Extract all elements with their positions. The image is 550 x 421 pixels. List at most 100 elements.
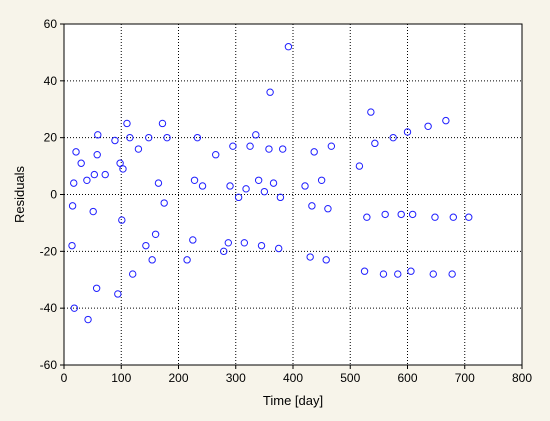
data-point xyxy=(252,131,260,139)
data-point xyxy=(381,210,389,219)
data-point xyxy=(224,239,233,247)
data-point xyxy=(68,202,77,210)
data-point xyxy=(70,179,78,187)
data-point xyxy=(408,210,417,219)
data-point xyxy=(424,122,432,131)
data-point xyxy=(154,179,163,187)
data-point xyxy=(269,179,278,187)
x-tick-label: 600 xyxy=(397,371,417,385)
data-point xyxy=(68,241,76,250)
data-points xyxy=(68,43,473,324)
y-tick-label: 20 xyxy=(44,131,58,145)
data-point xyxy=(229,142,237,150)
data-point xyxy=(284,43,293,51)
data-point xyxy=(431,213,439,221)
data-point xyxy=(145,133,153,142)
x-tick-label: 700 xyxy=(455,371,475,385)
y-tick-label: 40 xyxy=(44,74,58,88)
data-point xyxy=(158,119,167,128)
data-point xyxy=(134,145,143,153)
data-point xyxy=(403,128,412,136)
data-point xyxy=(119,165,127,173)
grid-lines xyxy=(64,24,522,365)
data-point xyxy=(234,193,243,202)
data-point xyxy=(278,145,287,153)
data-point xyxy=(442,116,450,125)
data-point xyxy=(151,230,160,238)
data-point xyxy=(394,270,402,278)
data-point xyxy=(265,145,273,153)
data-point xyxy=(363,213,371,221)
data-point xyxy=(310,148,318,156)
data-point xyxy=(448,270,456,278)
data-point xyxy=(126,133,134,142)
data-point xyxy=(116,159,124,167)
data-point xyxy=(308,202,316,210)
data-point xyxy=(129,270,137,278)
x-tick-label: 300 xyxy=(226,371,246,385)
x-tick-label: 100 xyxy=(111,371,131,385)
data-point xyxy=(367,108,375,116)
y-axis-title: Residuals xyxy=(12,165,27,223)
data-point xyxy=(449,213,457,221)
data-point xyxy=(322,256,330,264)
data-point xyxy=(301,182,309,190)
data-point xyxy=(407,267,415,275)
data-point xyxy=(118,216,126,224)
data-point xyxy=(226,182,234,190)
data-point xyxy=(212,151,220,159)
data-point xyxy=(360,267,369,275)
data-point xyxy=(90,170,99,179)
data-point xyxy=(193,133,202,142)
data-point xyxy=(190,176,199,184)
y-tick-label: -40 xyxy=(40,301,58,315)
data-point xyxy=(317,176,326,184)
data-point xyxy=(163,133,171,142)
x-tick-label: 800 xyxy=(512,371,532,385)
data-point xyxy=(94,131,102,139)
y-tick-label: 0 xyxy=(50,188,57,202)
data-point xyxy=(274,244,283,253)
data-point xyxy=(379,270,388,278)
data-point xyxy=(254,176,263,184)
data-point xyxy=(220,247,228,256)
x-axis-title: Time [day] xyxy=(263,393,323,408)
y-tick-label: -20 xyxy=(40,244,58,258)
data-point xyxy=(240,239,249,247)
data-point xyxy=(246,142,254,150)
y-tick-label: 60 xyxy=(44,17,58,31)
data-point xyxy=(327,142,336,150)
data-point xyxy=(114,290,122,298)
data-point xyxy=(189,236,197,244)
data-point xyxy=(77,159,85,167)
data-point xyxy=(89,207,97,216)
data-point xyxy=(101,170,109,179)
data-point xyxy=(70,304,79,312)
data-point xyxy=(148,256,156,264)
x-tick-label: 500 xyxy=(340,371,360,385)
data-point xyxy=(72,148,80,156)
data-point xyxy=(123,119,131,128)
data-point xyxy=(276,193,285,202)
data-point xyxy=(183,256,191,264)
data-point xyxy=(465,213,473,221)
plot-border xyxy=(63,23,523,366)
data-point xyxy=(83,176,91,184)
data-point xyxy=(242,185,250,193)
data-point xyxy=(92,284,101,292)
data-point xyxy=(371,139,379,148)
data-point xyxy=(389,133,397,142)
data-point xyxy=(266,88,274,96)
data-point xyxy=(84,315,92,324)
data-point xyxy=(142,241,150,250)
x-tick-label: 200 xyxy=(168,371,188,385)
data-point xyxy=(257,241,266,250)
data-point xyxy=(111,136,119,145)
data-point xyxy=(306,253,314,261)
data-point xyxy=(93,151,101,159)
data-point xyxy=(198,182,207,190)
y-tick-label: -60 xyxy=(40,358,58,372)
x-tick-label: 400 xyxy=(283,371,303,385)
data-point xyxy=(355,162,364,170)
data-point xyxy=(429,270,437,278)
